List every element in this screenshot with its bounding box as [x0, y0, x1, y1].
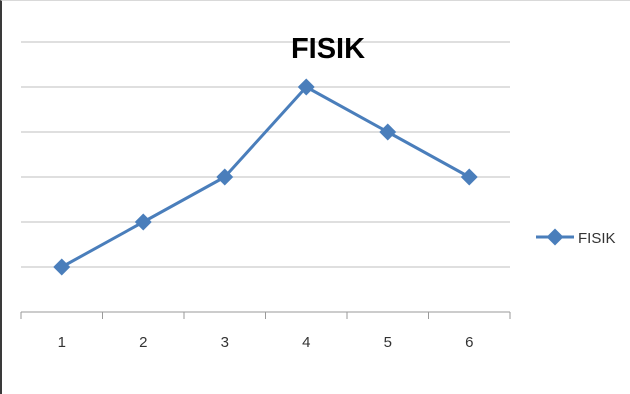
- data-point: [134, 213, 152, 231]
- x-tick-label: 2: [139, 334, 147, 351]
- data-point: [53, 258, 71, 276]
- x-tick-labels: 1 2 3 4 5 6: [58, 334, 474, 351]
- data-point: [460, 168, 478, 186]
- data-point: [297, 78, 315, 96]
- series-line: [61, 85, 470, 269]
- legend-marker: [546, 228, 564, 246]
- x-tick-label: 3: [221, 334, 229, 351]
- legend-label-fisik: FISIK: [578, 230, 616, 247]
- series-fisik: [53, 78, 478, 276]
- x-tick-label: 5: [384, 334, 392, 351]
- x-tick-label: 6: [465, 334, 473, 351]
- x-axis: [20, 311, 511, 319]
- x-tick-label: 4: [302, 334, 310, 351]
- gridlines: [21, 41, 510, 268]
- chart-title: FISIK: [291, 33, 365, 65]
- legend: FISIK: [536, 228, 616, 247]
- x-tick-label: 1: [58, 334, 66, 351]
- data-point: [379, 123, 397, 141]
- data-point: [216, 168, 234, 186]
